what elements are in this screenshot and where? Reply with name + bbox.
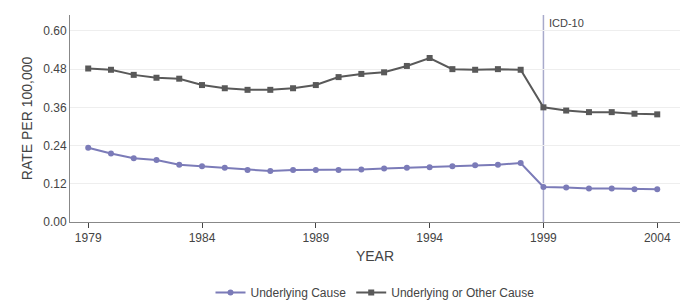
svg-text:Underlying or Other Cause: Underlying or Other Cause <box>391 286 534 300</box>
svg-text:0.36: 0.36 <box>43 101 67 115</box>
svg-text:1984: 1984 <box>189 231 216 245</box>
svg-text:Underlying Cause: Underlying Cause <box>251 286 347 300</box>
svg-text:0.00: 0.00 <box>43 215 67 229</box>
svg-text:1989: 1989 <box>302 231 329 245</box>
svg-text:YEAR: YEAR <box>356 248 394 264</box>
svg-text:RATE PER 100,000: RATE PER 100,000 <box>19 57 35 181</box>
svg-text:1979: 1979 <box>75 231 102 245</box>
svg-text:1994: 1994 <box>416 231 443 245</box>
svg-text:0.24: 0.24 <box>43 139 67 153</box>
svg-text:0.48: 0.48 <box>43 62 67 76</box>
svg-text:0.60: 0.60 <box>43 24 67 38</box>
svg-text:0.12: 0.12 <box>43 177 67 191</box>
svg-text:ICD-10: ICD-10 <box>549 17 584 29</box>
svg-text:1999: 1999 <box>530 231 557 245</box>
svg-text:2004: 2004 <box>644 231 671 245</box>
